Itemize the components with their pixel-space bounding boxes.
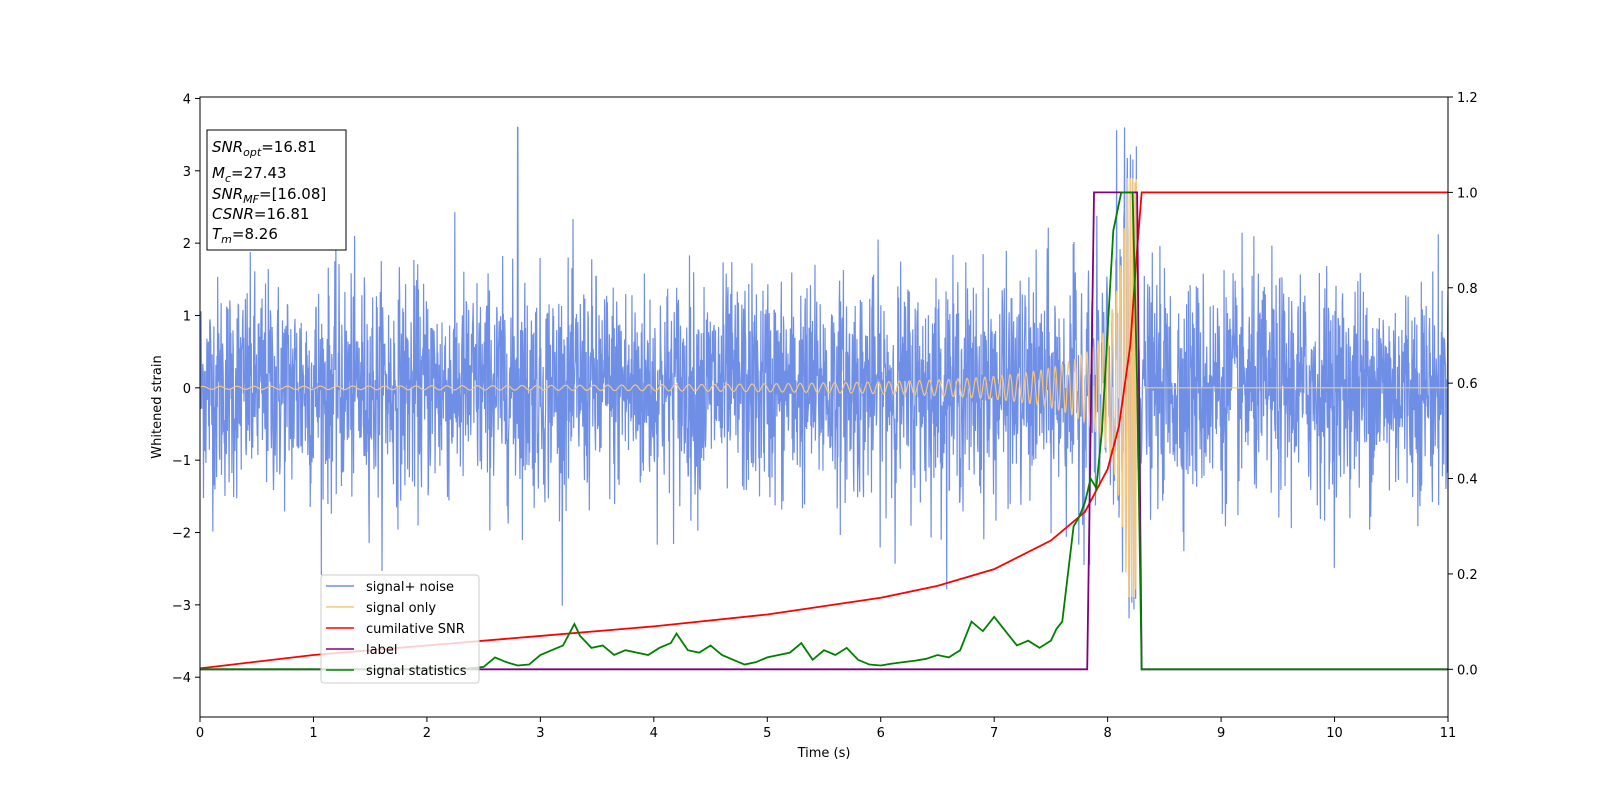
x-axis: 0 1 2 3 4 5 6 7 8 9 10 11 — [196, 717, 1456, 741]
plot-area — [200, 126, 1448, 671]
x-tick-label: 1 — [309, 726, 317, 741]
x-tick-label: 6 — [877, 726, 885, 741]
y-right-tick-label: 0.2 — [1457, 568, 1478, 583]
legend-entry-signal-noise: signal+ noise — [326, 580, 454, 595]
series-signal-noise — [200, 126, 1448, 619]
x-tick-label: 7 — [990, 726, 998, 741]
series-signal-statistics — [200, 191, 1448, 671]
y-left-tick-label: 4 — [183, 92, 191, 107]
y-right-tick-label: 0.6 — [1457, 377, 1478, 392]
info-box: SNRopt=16.81 Mc=27.43 SNRMF=[16.08] CSNR… — [206, 129, 347, 251]
y-right-tick-label: 1.0 — [1457, 186, 1478, 201]
y-right-tick-label: 0.4 — [1457, 473, 1478, 488]
x-tick-label: 9 — [1217, 726, 1225, 741]
y-axis-label: Whitened strain — [150, 355, 165, 458]
y-left-tick-label: 2 — [183, 237, 191, 252]
info-line-merger-time: Tm=8.26 — [212, 225, 278, 246]
y-axis-right: 1.2 1.0 0.8 0.6 0.4 0.2 0.0 — [1448, 91, 1478, 678]
info-line-csnr: CSNR=16.81 — [212, 205, 309, 223]
y-left-tick-label: −4 — [172, 671, 191, 686]
legend-entry-signal-only: signal only — [326, 601, 436, 616]
info-line-snr-mf: SNRMF=[16.08] — [212, 185, 326, 206]
y-right-tick-label: 0.0 — [1457, 663, 1478, 678]
legend-entry-cumulative-snr: cumilative SNR — [326, 622, 465, 637]
x-tick-label: 2 — [423, 726, 431, 741]
info-box-frame — [206, 129, 347, 251]
series-signal-only — [200, 178, 1448, 598]
y-left-tick-label: 3 — [183, 165, 191, 180]
legend-label-signal-noise: signal+ noise — [366, 580, 454, 595]
y-right-tick-label: 0.8 — [1457, 282, 1478, 297]
legend-entry-signal-statistics: signal statistics — [326, 664, 467, 679]
x-tick-label: 5 — [763, 726, 771, 741]
legend-frame — [320, 574, 480, 684]
y-axis-left: 4 3 2 1 0 −1 −2 −3 −4 — [172, 92, 200, 686]
x-tick-label: 10 — [1326, 726, 1343, 741]
legend-entry-label: label — [326, 643, 397, 658]
y-right-tick-label: 1.2 — [1457, 91, 1478, 106]
plot-frame — [199, 96, 1449, 718]
legend-label-signal-statistics: signal statistics — [366, 664, 467, 679]
legend: signal+ noise signal only cumilative SNR… — [320, 574, 480, 684]
legend-label-cumulative-snr: cumilative SNR — [366, 622, 465, 637]
info-line-chirp-mass: Mc=27.43 — [212, 164, 287, 185]
x-tick-label: 3 — [536, 726, 544, 741]
y-left-tick-label: 1 — [183, 309, 191, 324]
y-left-tick-label: −3 — [172, 599, 191, 614]
y-left-tick-label: −2 — [172, 527, 191, 542]
y-left-tick-label: −1 — [172, 454, 191, 469]
x-tick-label: 0 — [196, 726, 204, 741]
y-left-tick-label: 0 — [183, 382, 191, 397]
x-tick-label: 11 — [1440, 726, 1457, 741]
series-cumulative-snr — [200, 191, 1448, 670]
x-axis-label: Time (s) — [797, 746, 851, 761]
legend-label-label: label — [366, 643, 397, 658]
x-tick-label: 4 — [650, 726, 658, 741]
info-line-snr-opt: SNRopt=16.81 — [212, 138, 317, 159]
x-tick-label: 8 — [1103, 726, 1111, 741]
legend-label-signal-only: signal only — [366, 601, 436, 616]
